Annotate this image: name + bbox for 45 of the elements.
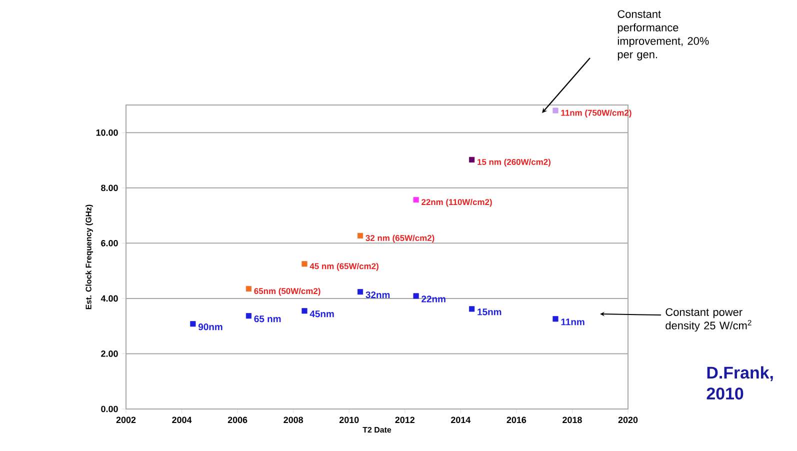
point — [190, 321, 196, 327]
annotation: 32 nm (65W/cm2) — [366, 234, 434, 243]
annotation: 32nm — [366, 291, 390, 298]
annotation: 15nm — [478, 308, 502, 316]
y-tick-label: 2.00 — [101, 350, 118, 357]
x-tick-label: 2008 — [284, 416, 304, 424]
y-tick-label: 10.00 — [96, 129, 118, 136]
x-tick-label: 2006 — [228, 416, 248, 424]
annotation: 45nm — [310, 310, 334, 318]
annotation: 22nm (110W/cm2) — [422, 198, 492, 207]
x-tick-label: 2016 — [506, 416, 526, 424]
text: Constant performance improvement, 20% per gen. — [618, 10, 709, 60]
annotation: 45 nm (65W/cm2) — [310, 262, 378, 271]
annotation: 11nm (750W/cm2) — [561, 110, 632, 118]
y-tick-label: 4.00 — [100, 295, 118, 302]
y-tick-label: 8.00 — [101, 184, 118, 192]
annotation: 65nm (50W/cm2) — [254, 288, 320, 296]
annotation: 65 nm — [254, 316, 281, 322]
point — [552, 316, 558, 322]
x-tick-label: 2002 — [116, 416, 136, 424]
point — [413, 197, 419, 203]
x-tick-label: 2010 — [339, 416, 359, 424]
point — [469, 306, 475, 312]
point — [469, 156, 475, 163]
annotation: 22nm — [422, 296, 446, 302]
text: D.Frank, 2010 — [706, 366, 773, 400]
point — [357, 289, 364, 295]
x-tick-label: 2018 — [562, 416, 582, 424]
annotation: 11nm — [561, 318, 584, 326]
x-tick-label: 2014 — [451, 416, 471, 424]
x-tick-label: 2012 — [395, 416, 414, 424]
point — [552, 108, 558, 114]
annotation: 90nm — [198, 324, 222, 330]
point — [357, 232, 364, 239]
point — [302, 308, 308, 314]
annotation: 15 nm (260W/cm2) — [478, 158, 550, 167]
y-tick-label: 6.00 — [101, 240, 118, 246]
point — [302, 261, 308, 267]
text: Constant power density 25 W/cm$^{2}$ — [666, 308, 752, 332]
x-tick-label: 2004 — [172, 416, 192, 424]
y-tick-label: 0.00 — [101, 406, 118, 412]
point — [246, 286, 252, 292]
x-tick-label: 2020 — [618, 416, 638, 424]
point — [246, 313, 252, 319]
point — [413, 293, 419, 299]
